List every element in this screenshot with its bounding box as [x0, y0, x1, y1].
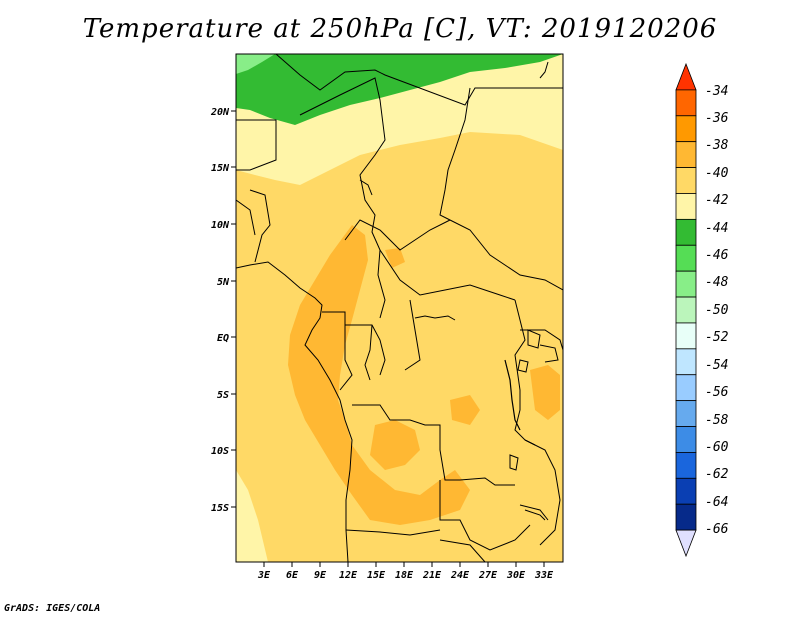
colorbar-segment — [675, 400, 697, 427]
lat-label: EQ — [217, 333, 229, 344]
colorbar-label: -40 — [705, 166, 729, 181]
colorbar — [675, 62, 697, 558]
colorbar-bottom-arrow — [675, 529, 697, 558]
country-borders — [236, 54, 563, 562]
field-band-38-patch — [450, 395, 480, 425]
colorbar-segment — [675, 452, 697, 479]
lat-label: 5S — [217, 390, 229, 401]
field-band-38-patch2 — [385, 248, 405, 268]
colorbar-label: -42 — [705, 193, 729, 208]
colorbar-segment — [675, 348, 697, 376]
lakes — [414, 315, 546, 521]
colorbar-label: -44 — [705, 221, 728, 236]
field-band-38-center — [370, 420, 420, 470]
colorbar-label: -60 — [705, 440, 729, 455]
colorbar-label: -50 — [705, 303, 729, 318]
field-band-42-south — [236, 470, 268, 562]
lat-label: 20N — [210, 107, 230, 118]
colorbar-segment — [675, 167, 697, 194]
colorbar-segment — [675, 89, 697, 117]
colorbar-segment — [675, 193, 697, 220]
lon-label: 15E — [367, 570, 386, 581]
colorbar-segment — [675, 244, 697, 272]
colorbar-segment — [675, 115, 697, 143]
colorbar-segment — [675, 296, 697, 324]
colorbar-labels: -34 -36 -38 -40 -42 -44 -46 -48 -50 -52 … — [705, 84, 729, 537]
field-band-38-east — [530, 365, 560, 420]
coastline-west — [236, 261, 353, 562]
lat-labels: 20N 15N 10N 5N EQ 5S 10S 15S — [210, 107, 230, 514]
colorbar-segment — [675, 477, 697, 505]
colorbar-label: -34 — [705, 84, 728, 99]
colorbar-label: -46 — [705, 248, 729, 263]
field-band-46 — [236, 54, 275, 74]
colorbar-label: -66 — [705, 522, 729, 537]
colorbar-segment — [675, 218, 697, 246]
colorbar-label: -52 — [705, 330, 729, 345]
field-band-38-west — [288, 225, 470, 525]
colorbar-top-arrow — [675, 62, 697, 91]
lat-label: 15N — [211, 163, 230, 174]
lat-label: 5N — [217, 277, 230, 288]
chart-title: Temperature at 250hPa [C], VT: 201912020… — [82, 14, 718, 44]
colorbar-label: -64 — [705, 495, 728, 510]
colorbar-label: -36 — [705, 111, 729, 126]
lat-ticks — [231, 110, 236, 508]
map-frame — [235, 53, 564, 563]
lon-label: 9E — [314, 570, 327, 581]
lon-label: 3E — [257, 570, 271, 581]
colorbar-label: -54 — [705, 358, 728, 373]
colorbar-segment — [675, 503, 697, 531]
lon-ticks — [263, 562, 545, 567]
colorbar-label: -48 — [705, 275, 729, 290]
field-band-44 — [236, 54, 563, 125]
colorbar-label: -58 — [705, 413, 729, 428]
colorbar-segment — [675, 270, 697, 298]
colorbar-label: -56 — [705, 385, 729, 400]
colorbar-segment — [675, 374, 697, 402]
lon-label: 18E — [395, 570, 414, 581]
colorbar-label: -62 — [705, 467, 729, 482]
colorbar-segment — [675, 322, 697, 350]
colorbar-segment — [675, 426, 697, 453]
lat-label: 10N — [211, 220, 230, 231]
lon-label: 6E — [286, 570, 299, 581]
colorbar-segment — [675, 141, 697, 168]
lon-label: 27E — [478, 570, 498, 581]
lon-label: 30E — [506, 570, 526, 581]
lon-label: 21E — [422, 570, 442, 581]
lon-label: 33E — [534, 570, 554, 581]
colorbar-label: -38 — [705, 138, 729, 153]
temperature-field — [236, 54, 563, 562]
lon-label: 24E — [450, 570, 470, 581]
lon-labels: 3E 6E 9E 12E 15E 18E 21E 24E 27E 30E 33E — [257, 570, 554, 581]
grads-credit: GrADS: IGES/COLA — [4, 603, 101, 614]
lon-label: 12E — [339, 570, 358, 581]
lat-label: 15S — [211, 503, 229, 514]
lat-label: 10S — [211, 446, 229, 457]
